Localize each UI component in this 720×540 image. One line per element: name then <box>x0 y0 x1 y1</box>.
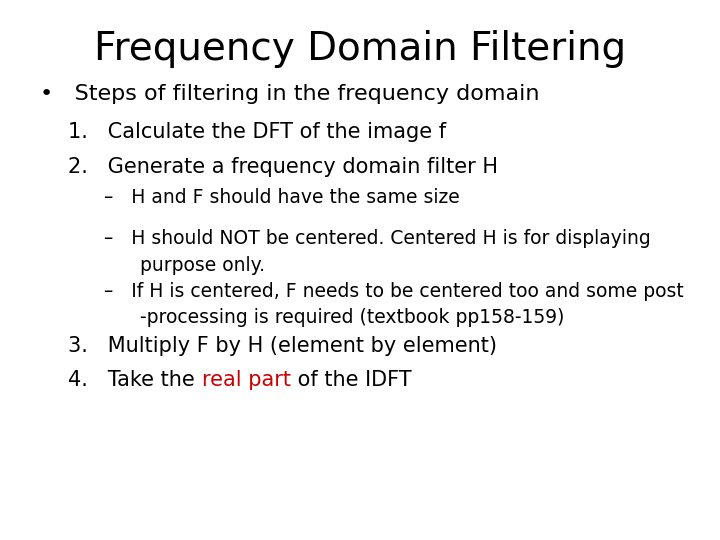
Text: Frequency Domain Filtering: Frequency Domain Filtering <box>94 30 626 68</box>
Text: –   H should NOT be centered. Centered H is for displaying
      purpose only.: – H should NOT be centered. Centered H i… <box>104 230 651 275</box>
Text: •   Steps of filtering in the frequency domain: • Steps of filtering in the frequency do… <box>40 84 539 104</box>
Text: 2.   Generate a frequency domain filter H: 2. Generate a frequency domain filter H <box>68 157 498 177</box>
Text: 3.   Multiply F by H (element by element): 3. Multiply F by H (element by element) <box>68 336 498 356</box>
Text: –   H and F should have the same size: – H and F should have the same size <box>104 188 460 207</box>
Text: of the IDFT: of the IDFT <box>291 370 411 390</box>
Text: 4.   Take the: 4. Take the <box>68 370 202 390</box>
Text: –   If H is centered, F needs to be centered too and some post
      -processing: – If H is centered, F needs to be center… <box>104 282 684 327</box>
Text: 1.   Calculate the DFT of the image f: 1. Calculate the DFT of the image f <box>68 122 446 141</box>
Text: real part: real part <box>202 370 291 390</box>
